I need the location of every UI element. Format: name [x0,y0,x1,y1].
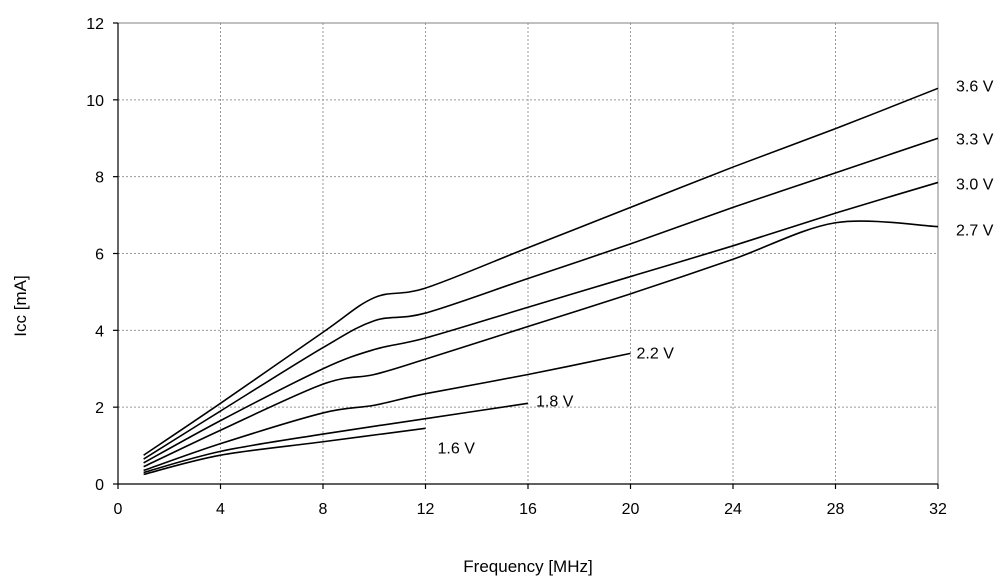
series-label-2-2-v: 2.2 V [637,345,675,362]
y-tick-label: 8 [95,170,104,187]
series-label-3-0-v: 3.0 V [956,176,994,193]
x-tick-label: 28 [827,501,845,518]
series-label-3-6-v: 3.6 V [956,78,994,95]
x-tick-label: 20 [622,501,640,518]
x-axis-title: Frequency [MHz] [463,557,592,576]
x-tick-label: 24 [724,501,742,518]
series-label-1-8-v: 1.8 V [536,393,574,410]
series-line-3-6-v [143,87,939,456]
x-tick-label: 0 [114,501,123,518]
y-tick-label: 6 [95,247,104,264]
series-line-1-8-v [143,402,529,474]
y-tick-labels: 0 2 4 6 8 10 12 [86,16,104,494]
series-label-3-3-v: 3.3 V [956,131,994,148]
y-axis-title: Icc [mA] [11,275,30,336]
grid-lines [118,23,938,484]
series-line-2-2-v [143,352,631,472]
x-tick-label: 32 [929,501,947,518]
y-tick-label: 4 [95,323,104,340]
x-tick-label: 12 [417,501,435,518]
series-line-3-0-v [143,181,939,464]
x-tick-label: 4 [216,501,225,518]
x-tick-label: 8 [319,501,328,518]
series-label-2-7-v: 2.7 V [956,223,994,240]
y-tick-label: 0 [95,477,104,494]
y-tick-label: 10 [86,93,104,110]
x-tick-labels: 0 4 8 12 16 20 24 28 32 [114,501,947,518]
y-tick-label: 12 [86,16,104,33]
series-line-1-6-v [143,427,426,476]
x-tick-label: 16 [519,501,537,518]
series-line-2-7-v [143,220,939,468]
y-tick-label: 2 [95,400,104,417]
series-label-1-6-v: 1.6 V [438,440,476,457]
axes [113,22,939,489]
series-line-3-3-v [143,137,939,460]
series-labels: 3.6 V 3.3 V 3.0 V 2.7 V 2.2 V 1.8 V 1.6 V [438,78,994,457]
series-lines [143,87,939,476]
